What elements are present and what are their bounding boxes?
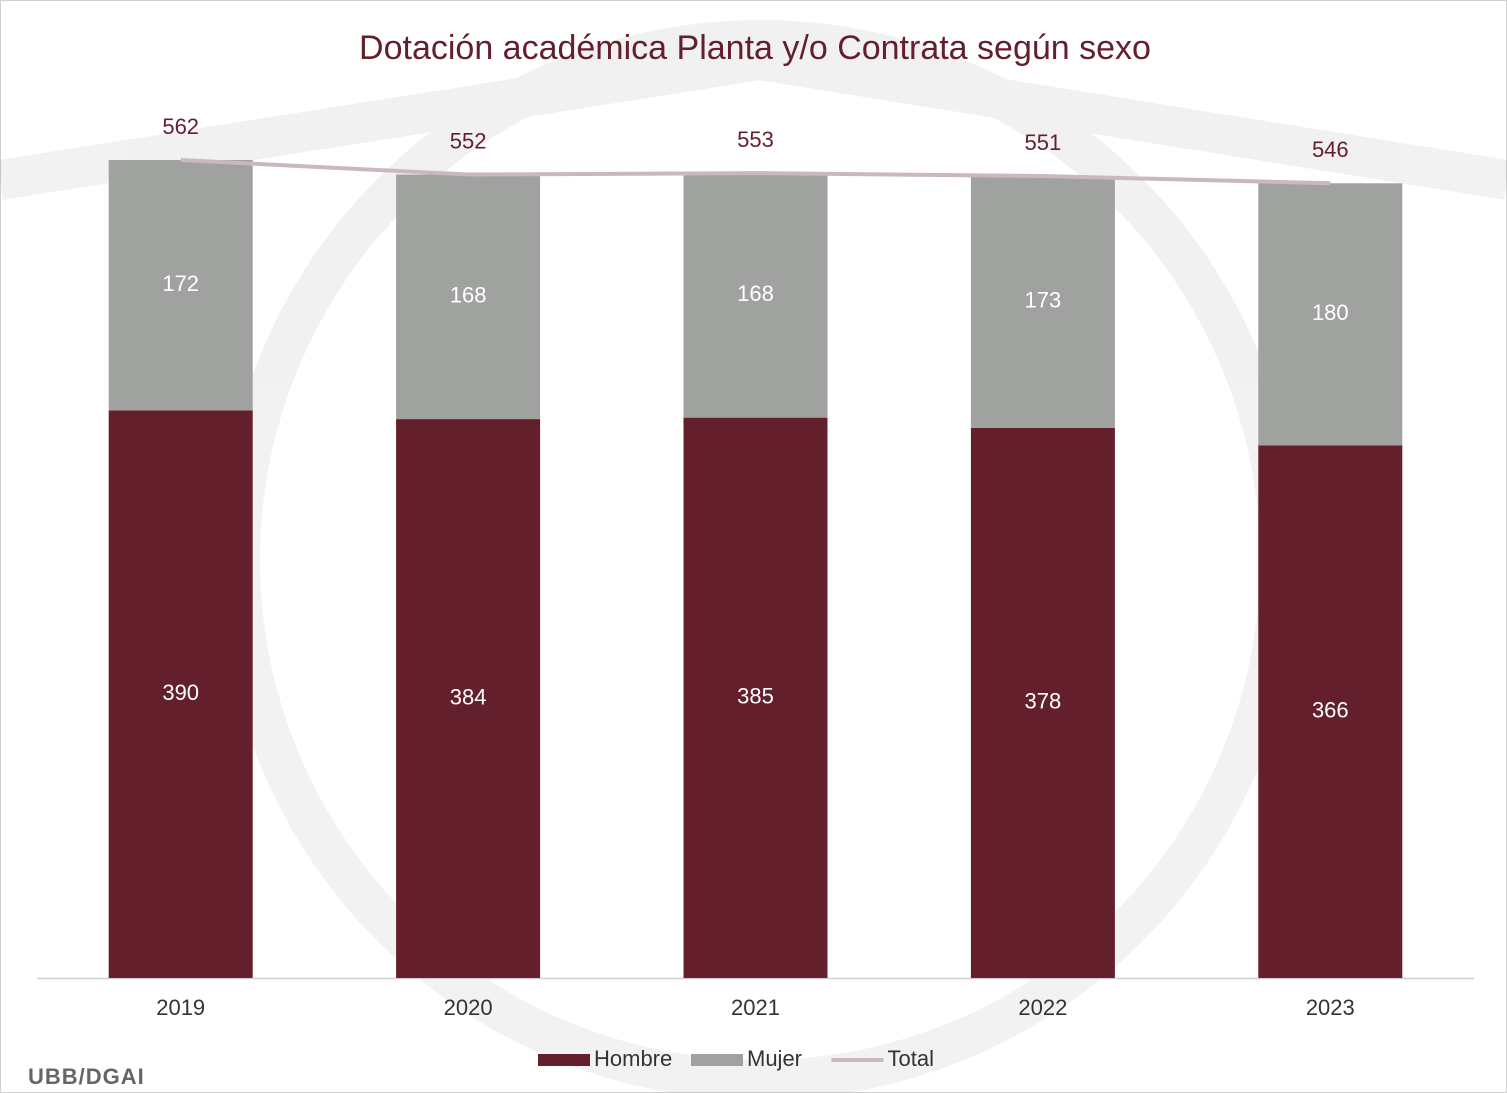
data-label: 378	[1025, 689, 1062, 714]
bar-segment	[1258, 183, 1403, 446]
bar-segment	[683, 417, 828, 978]
data-label: 173	[1025, 288, 1062, 313]
x-tick-label: 2019	[156, 995, 205, 1020]
total-line	[180, 158, 1331, 186]
data-label: 366	[1312, 697, 1349, 722]
bar-segment	[683, 173, 828, 418]
footer: UBB/DGAI	[28, 1064, 145, 1089]
data-label: 390	[162, 680, 199, 705]
bar-segment	[108, 160, 253, 411]
data-label: 562	[162, 114, 199, 139]
bar-segment	[1258, 445, 1403, 978]
x-tick-label: 2023	[1306, 995, 1355, 1020]
data-label: 385	[737, 684, 774, 709]
data-label: 168	[450, 283, 487, 308]
bar-segment	[396, 174, 541, 420]
data-label: 553	[737, 127, 774, 152]
data-label: 172	[162, 271, 199, 296]
legend-swatch	[538, 1054, 590, 1066]
bar-segment	[970, 176, 1115, 428]
legend-label: Mujer	[747, 1046, 802, 1071]
data-label: 552	[450, 128, 487, 153]
bar-segment	[970, 427, 1115, 978]
legend-label: Total	[888, 1046, 934, 1071]
legend-swatch	[691, 1054, 743, 1066]
x-tick-label: 2020	[444, 995, 493, 1020]
legend-label: Hombre	[594, 1046, 672, 1071]
bar-segment	[108, 410, 253, 978]
data-label: 551	[1025, 130, 1062, 155]
bar-segment	[396, 419, 541, 978]
data-label: 546	[1312, 137, 1349, 162]
data-label: 168	[737, 281, 774, 306]
x-tick-label: 2022	[1018, 995, 1067, 1020]
data-label: 180	[1312, 300, 1349, 325]
chart-title: Dotación académica Planta y/o Contrata s…	[359, 29, 1151, 67]
x-tick-label: 2021	[731, 995, 780, 1020]
data-label: 384	[450, 684, 487, 709]
